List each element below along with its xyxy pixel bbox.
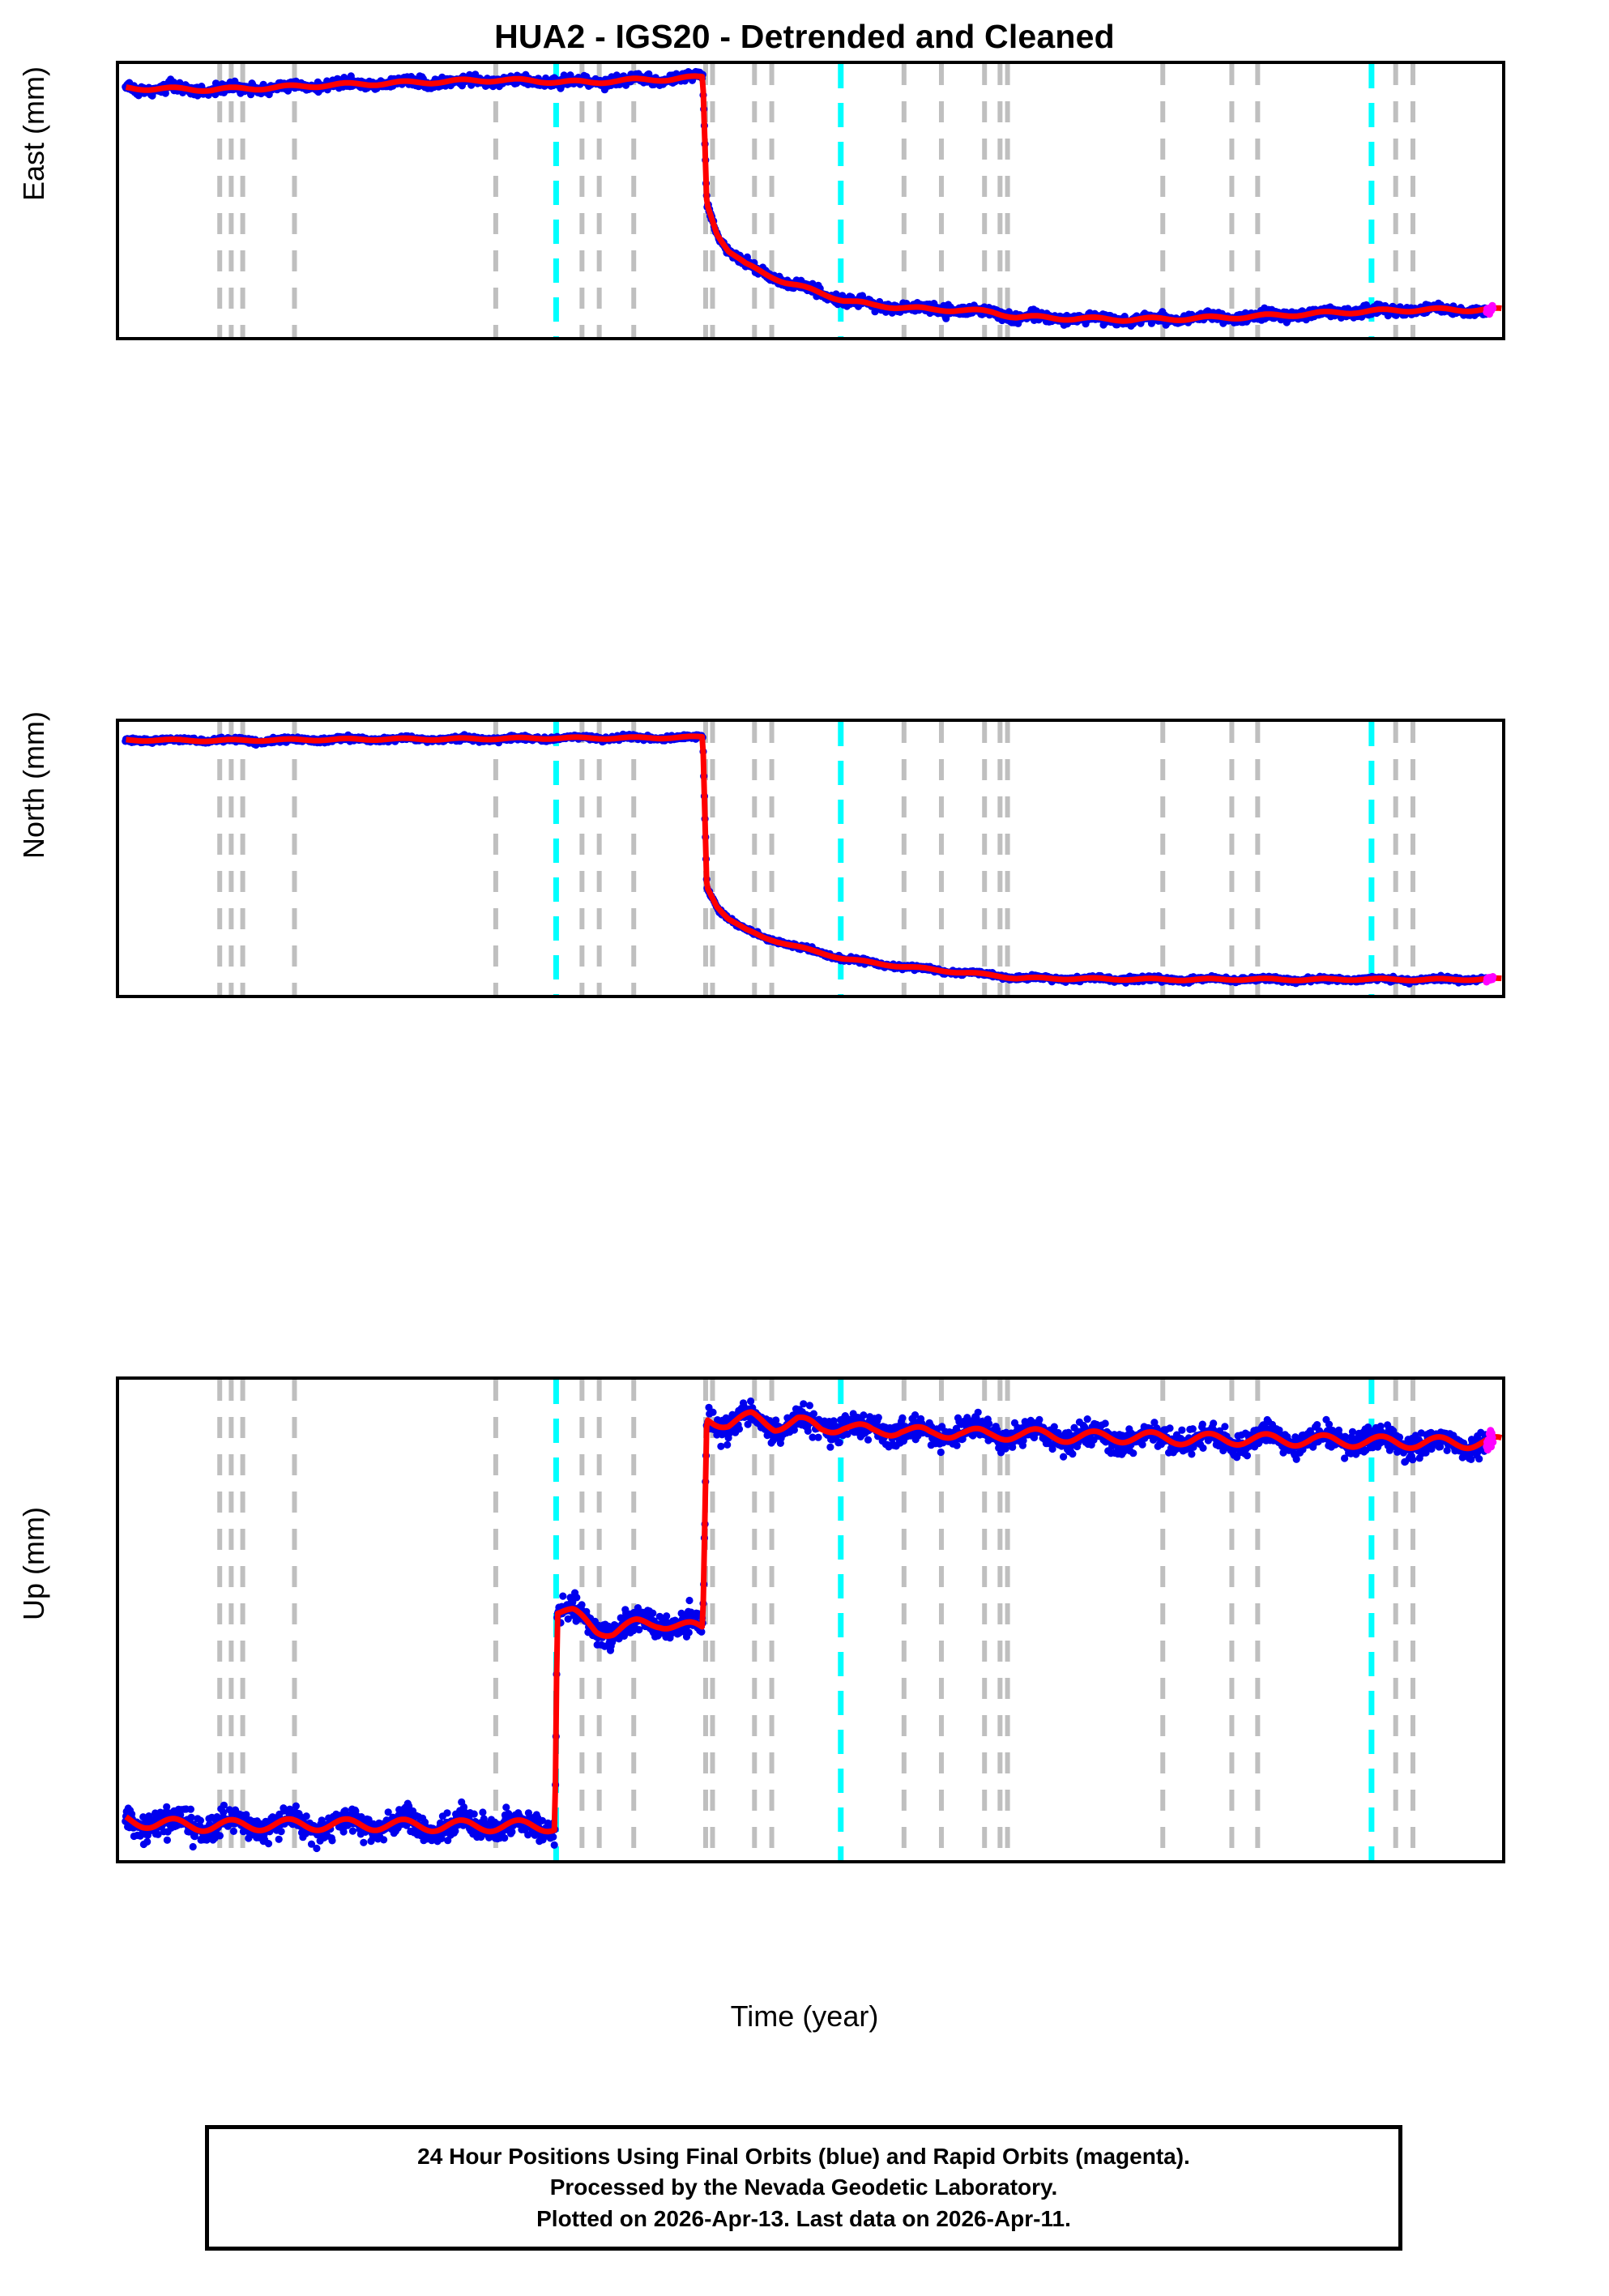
plot-area-east[interactable]: 240180120600200420082012201620202024 [116,61,1505,340]
plot-inner-north [119,722,1502,995]
caption-line-1: 24 Hour Positions Using Final Orbits (bl… [417,2144,1190,2170]
x-tick-major-up [1359,1860,1363,1863]
x-tick-major-up [899,1860,903,1863]
x-tick-minor-up [1302,1860,1304,1863]
x-tick-minor-up [957,1860,959,1863]
plot-canvas-up [122,1380,1502,1860]
model-trajectory-line [124,1409,1502,1835]
x-tick-major-up [439,1860,442,1863]
caption-box: 24 Hour Positions Using Final Orbits (bl… [205,2125,1402,2251]
x-tick-minor-up [1475,1860,1477,1863]
x-tick-major-up [210,1860,213,1863]
y-tick-up [116,1715,119,1718]
y-tick-up [116,1532,119,1535]
plot-inner-up [119,1380,1502,1860]
caption-line-3: Plotted on 2026-Apr-13. Last data on 202… [536,2205,1071,2231]
x-tick-minor-up [325,1860,327,1863]
data-points-final-orbits [122,67,1490,330]
x-tick-minor-up [1417,1860,1419,1863]
caption-line-2: Processed by the Nevada Geodetic Laborat… [549,2174,1058,2200]
plot-canvas-east [122,64,1502,337]
x-tick-minor-up [1072,1860,1074,1863]
plot-canvas-north [122,722,1502,995]
y-tick-up [116,1624,119,1627]
page-title: HUA2 - IGS20 - Detrended and Cleaned [494,18,1115,55]
model-trajectory-line [124,73,1502,324]
data-points-final-orbits [122,1397,1490,1853]
x-tick-major-up [669,1860,672,1863]
x-tick-minor-up [1014,1860,1017,1863]
data-points-rapid-orbits [1483,301,1497,318]
x-tick-minor-up [784,1860,787,1863]
y-tick-up [116,1440,119,1444]
x-tick-minor-up [612,1860,614,1863]
x-tick-minor-up [1244,1860,1247,1863]
x-tick-minor-up [554,1860,557,1863]
x-tick-major-up [1129,1860,1133,1863]
x-axis-title: Time (year) [730,1999,879,2033]
data-points-rapid-orbits [1483,1427,1497,1454]
x-tick-minor-up [727,1860,729,1863]
data-points-rapid-orbits [1483,973,1497,986]
x-tick-minor-up [842,1860,844,1863]
model-trajectory-line [124,733,1502,984]
y-tick-up [116,1807,119,1810]
x-tick-minor-up [267,1860,270,1863]
plot-inner-east [119,64,1502,337]
x-tick-minor-up [497,1860,499,1863]
x-tick-minor-up [382,1860,384,1863]
plot-area-north[interactable]: 4003002001000200420082012201620202024 [116,719,1505,998]
plot-area-up[interactable]: 0−80−160−240−320200420082012201620202024 [116,1376,1505,1863]
x-tick-minor-up [1187,1860,1189,1863]
x-tick-minor-up [152,1860,155,1863]
